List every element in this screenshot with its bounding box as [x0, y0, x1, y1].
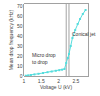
svg-text:2.5: 2.5	[72, 78, 79, 84]
svg-text:Conical jet: Conical jet	[72, 31, 96, 37]
svg-text:0: 0	[20, 73, 23, 79]
svg-text:60: 60	[17, 13, 23, 19]
svg-text:2: 2	[57, 78, 60, 84]
svg-text:1: 1	[23, 78, 26, 84]
svg-text:Voltage U (kV): Voltage U (kV)	[40, 84, 73, 90]
svg-text:20: 20	[17, 53, 23, 59]
svg-text:1.5: 1.5	[38, 78, 45, 84]
svg-text:70: 70	[17, 3, 23, 9]
svg-text:50: 50	[17, 23, 23, 29]
svg-text:30: 30	[17, 43, 23, 49]
svg-text:40: 40	[17, 33, 23, 39]
svg-text:10: 10	[17, 63, 23, 69]
svg-text:Mean drop frequency (kHz): Mean drop frequency (kHz)	[8, 9, 14, 70]
svg-text:Micro dropto drop: Micro dropto drop	[32, 52, 56, 65]
